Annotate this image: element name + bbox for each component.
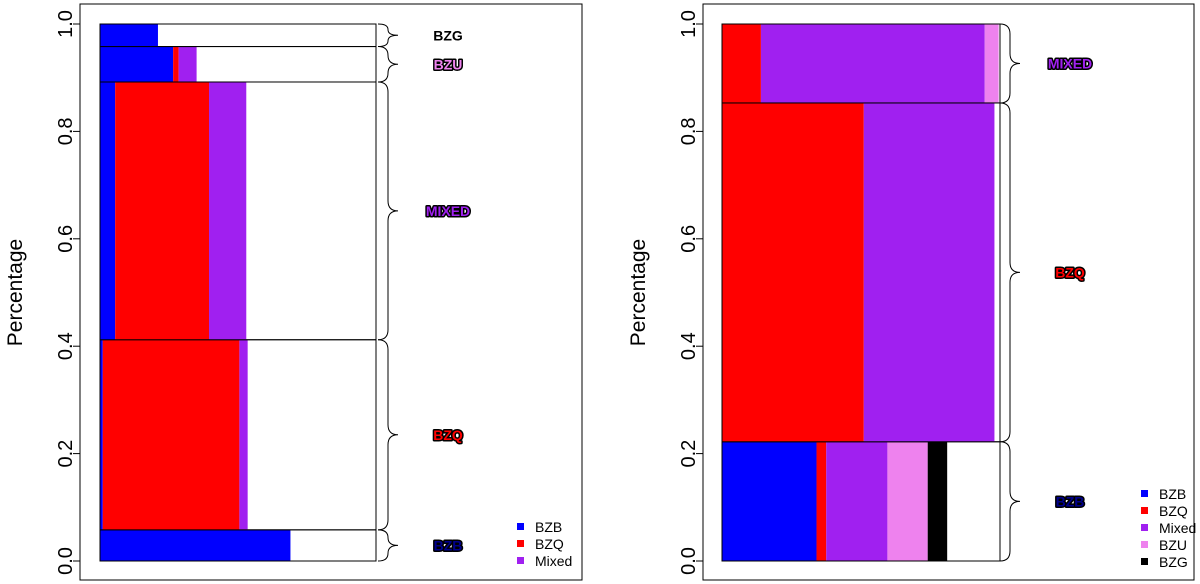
- y-tick-label: 1.0: [55, 10, 77, 38]
- mosaic-tile-bzq-bzb: [100, 339, 103, 530]
- group-label-bzq: BZQ: [433, 427, 463, 443]
- legend-item-bzb: BZB: [1159, 486, 1186, 502]
- mosaic-tile-mixed-mixed: [760, 24, 985, 103]
- mosaic-tile-mixed-bzu: [984, 24, 999, 103]
- mosaic-tile-bzu-bzb: [100, 46, 174, 82]
- mosaic-tile-bzq-mixed: [863, 102, 995, 442]
- group-brace: [999, 102, 1021, 443]
- group-brace: [999, 23, 1021, 104]
- mosaic-tile-bzb-bzg: [927, 441, 948, 561]
- legend-item-mixed: Mixed: [1159, 520, 1196, 536]
- group-brace: [377, 46, 399, 83]
- y-tick-label: 0.2: [55, 440, 77, 468]
- group-label-bzq: BZQ: [1055, 264, 1085, 280]
- mosaic-tile-mixed-bzq: [115, 81, 210, 340]
- group-label-mixed: MIXED: [426, 203, 470, 219]
- group-brace: [377, 23, 399, 48]
- mosaic-tile-bzu-bzq: [173, 46, 179, 82]
- y-tick-label: 0.4: [55, 332, 77, 360]
- mosaic-tile-bzb-bzb: [722, 441, 817, 561]
- legend-swatch: [517, 557, 524, 564]
- legend-swatch: [1141, 541, 1148, 548]
- group-brace: [377, 81, 399, 341]
- legend-item-mixed: Mixed: [535, 553, 572, 569]
- legend-swatch: [1141, 524, 1148, 531]
- legend-item-bzg: BZG: [1159, 554, 1188, 570]
- y-tick-label: 0.0: [678, 547, 700, 575]
- mosaic-tile-bzq-mixed: [239, 339, 248, 530]
- y-tick-label: 0.4: [678, 332, 700, 360]
- group-label-bzb: BZB: [1056, 493, 1085, 509]
- legend-item-bzu: BZU: [1159, 537, 1187, 553]
- chart-panel-1: 0.00.20.40.60.81.0PercentageBZBBZQMIXEDB…: [4, 3, 583, 581]
- y-tick-label: 0.0: [55, 547, 77, 575]
- group-label-bzb: BZB: [434, 537, 463, 553]
- chart-panel-2: 0.00.20.40.60.81.0PercentageBZBBZQMIXEDB…: [627, 3, 1196, 581]
- group-label-bzu: BZU: [434, 56, 463, 72]
- y-tick-label: 0.8: [678, 117, 700, 145]
- mosaic-tile-mixed-mixed: [209, 81, 247, 340]
- y-axis-label: Percentage: [627, 239, 650, 346]
- y-tick-label: 0.6: [55, 225, 77, 253]
- mosaic-tile-bzb-bzu: [887, 441, 928, 561]
- mosaic-tile-bzb-bzq: [816, 441, 827, 561]
- mosaic-tile-bzb-bzb: [100, 529, 291, 561]
- legend-swatch: [517, 523, 524, 530]
- group-brace: [999, 441, 1021, 562]
- legend-swatch: [1141, 490, 1148, 497]
- mosaic-tile-bzg-bzb: [100, 24, 158, 47]
- mosaic-tile-mixed-bzb: [100, 81, 116, 340]
- y-tick-label: 0.2: [678, 440, 700, 468]
- group-label-bzg: BZG: [433, 27, 463, 43]
- legend-item-bzb: BZB: [535, 519, 562, 535]
- group-brace: [377, 529, 399, 562]
- y-tick-label: 0.8: [55, 117, 77, 145]
- group-brace: [377, 339, 399, 531]
- legend-item-bzq: BZQ: [1159, 503, 1188, 519]
- legend-swatch: [517, 540, 524, 547]
- y-axis-label: Percentage: [4, 239, 27, 346]
- mosaic-tile-bzq-bzq: [722, 102, 864, 442]
- mosaic-row-outline: [721, 23, 1001, 104]
- mosaic-row-outline: [99, 23, 377, 48]
- mosaic-tile-bzu-mixed: [178, 46, 197, 82]
- y-tick-label: 1.0: [678, 10, 700, 38]
- legend-swatch: [1141, 558, 1148, 565]
- y-tick-label: 0.6: [678, 225, 700, 253]
- group-label-mixed: MIXED: [1048, 55, 1092, 71]
- legend-item-bzq: BZQ: [535, 536, 564, 552]
- mosaic-tile-mixed-bzq: [722, 24, 761, 103]
- legend-swatch: [1141, 507, 1148, 514]
- mosaic-tile-bzb-mixed: [826, 441, 888, 561]
- mosaic-tile-bzq-bzq: [102, 339, 240, 530]
